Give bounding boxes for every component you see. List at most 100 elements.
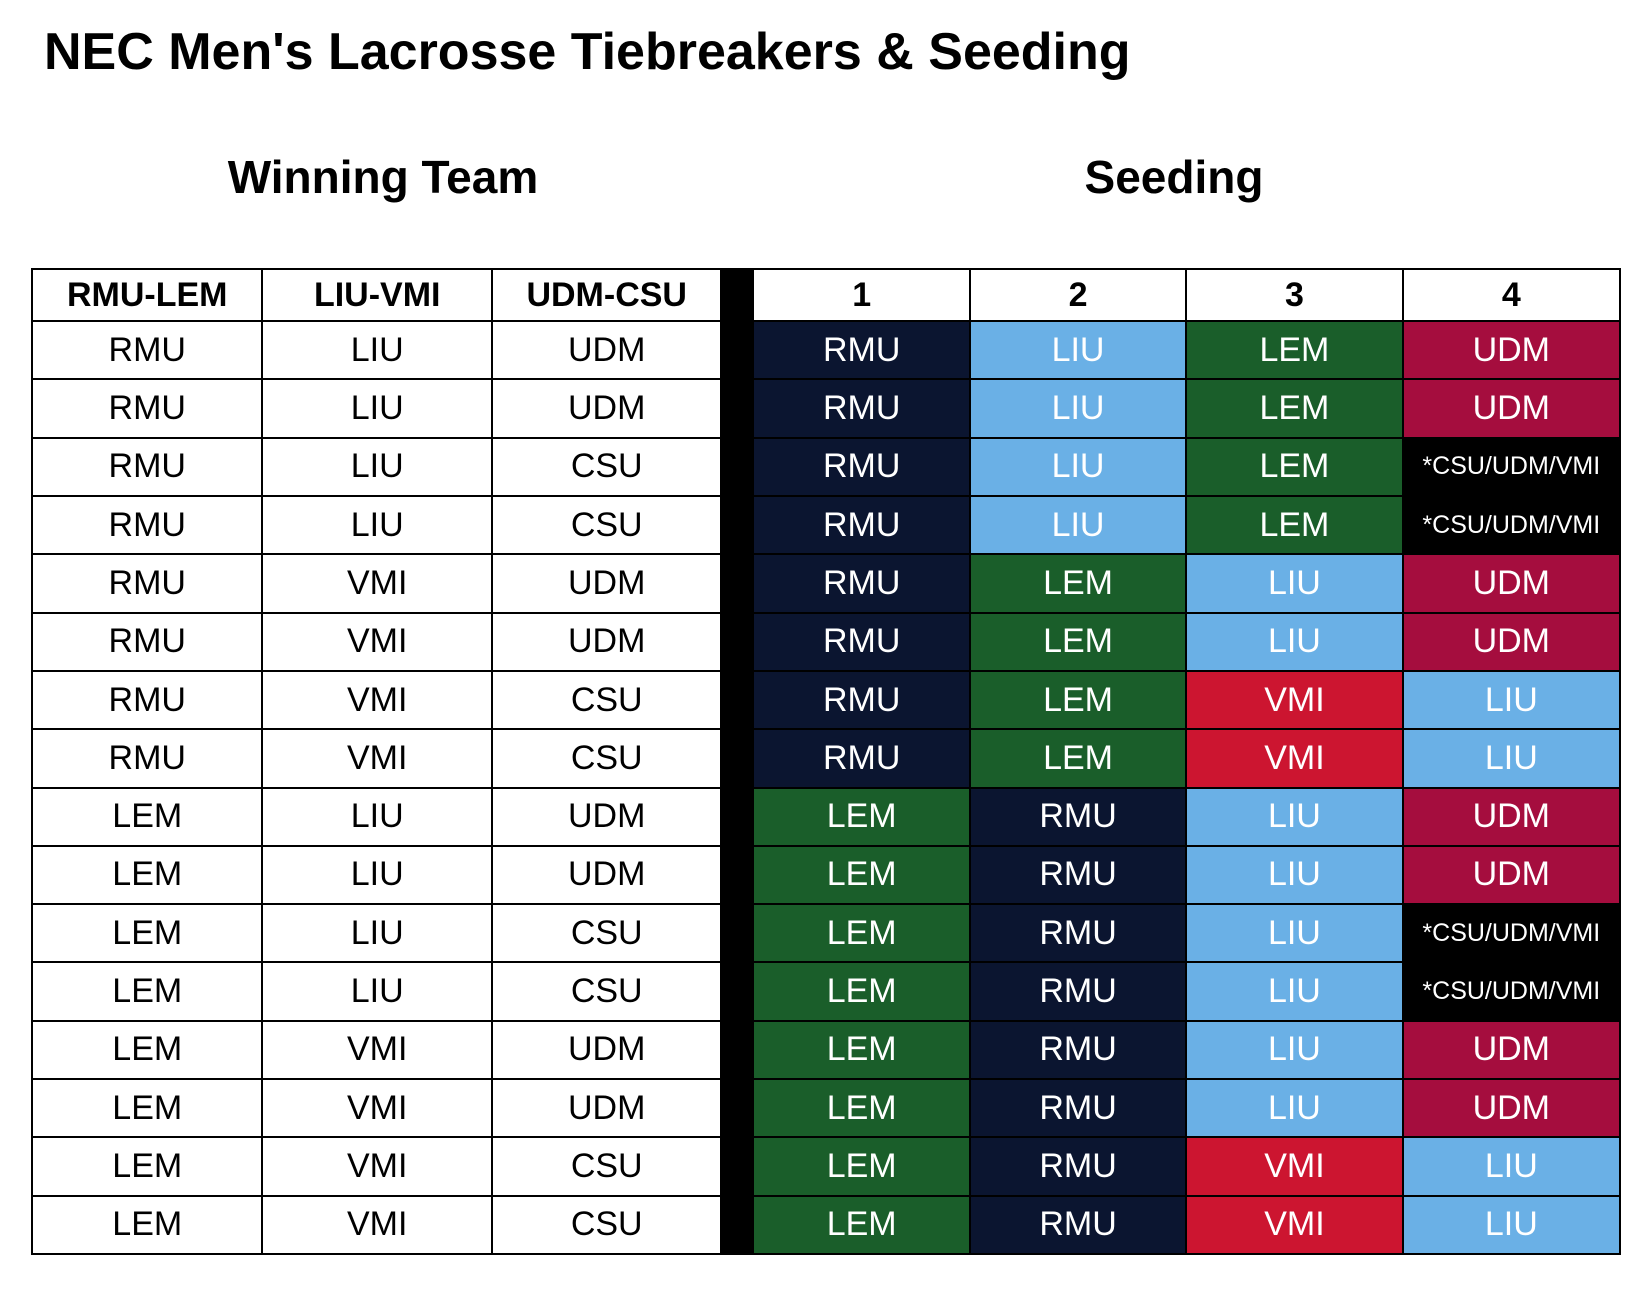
- winning-team-cell: LEM: [33, 1078, 264, 1139]
- table-row: LEM LIU CSU: [33, 961, 723, 1022]
- table-row: LEM VMI CSU: [33, 1194, 723, 1253]
- seed-cell: LEM: [752, 1194, 971, 1253]
- seed-cell: RMU: [968, 786, 1188, 847]
- seed-cell: LIU: [968, 378, 1188, 439]
- table-row: RMU VMI CSU: [33, 669, 723, 731]
- winning-team-cell: VMI: [261, 728, 493, 789]
- table-row: LEM RMU LIU UDM: [752, 844, 1619, 906]
- seed-cell: LEM: [968, 611, 1188, 672]
- winning-header-row: RMU-LEM LIU-VMI UDM-CSU: [33, 270, 723, 322]
- table-row: RMU LEM VMI LIU: [752, 728, 1619, 789]
- seed-cell: LEM: [968, 553, 1188, 614]
- seed-cell: RMU: [752, 728, 971, 789]
- seed-cell: LEM: [968, 669, 1188, 731]
- table-row: LEM RMU VMI LIU: [752, 1194, 1619, 1253]
- winning-team-cell: UDM: [490, 378, 723, 439]
- winning-team-cell: UDM: [490, 1078, 723, 1139]
- seed-cell: UDM: [1401, 1078, 1619, 1139]
- seed-cell: UDM: [1401, 844, 1619, 906]
- seed-cell: *CSU/UDM/VMI: [1401, 436, 1619, 497]
- winning-header-cell: RMU-LEM: [33, 270, 264, 322]
- table-row: RMU LIU LEM UDM: [752, 319, 1619, 381]
- winning-team-cell: CSU: [490, 728, 723, 789]
- seed-cell: RMU: [968, 844, 1188, 906]
- seed-cell: VMI: [1185, 669, 1404, 731]
- seed-cell: RMU: [752, 319, 971, 381]
- winning-header-cell: LIU-VMI: [261, 270, 493, 322]
- seed-cell: UDM: [1401, 553, 1619, 614]
- winning-team-cell: VMI: [261, 1136, 493, 1197]
- winning-team-cell: CSU: [490, 436, 723, 497]
- table-row: LEM LIU UDM: [33, 844, 723, 906]
- winning-team-cell: LIU: [261, 961, 493, 1022]
- seed-cell: LEM: [752, 961, 971, 1022]
- table-row: RMU VMI CSU: [33, 728, 723, 789]
- seed-cell: LEM: [752, 1078, 971, 1139]
- seed-cell: LIU: [968, 319, 1188, 381]
- seed-cell: LIU: [1185, 903, 1404, 964]
- table-row: RMU LEM LIU UDM: [752, 611, 1619, 672]
- seed-cell: LEM: [1185, 494, 1404, 556]
- winning-team-cell: VMI: [261, 611, 493, 672]
- winning-team-cell: CSU: [490, 494, 723, 556]
- winning-team-cell: CSU: [490, 961, 723, 1022]
- seed-cell: RMU: [752, 553, 971, 614]
- table-row: LEM RMU LIU UDM: [752, 1019, 1619, 1081]
- winning-team-cell: LEM: [33, 1019, 264, 1081]
- seed-cell: VMI: [1185, 1136, 1404, 1197]
- table-row: RMU LEM VMI LIU: [752, 669, 1619, 731]
- seed-cell: UDM: [1401, 786, 1619, 847]
- seed-cell: RMU: [968, 1194, 1188, 1253]
- table-row: LEM VMI CSU: [33, 1136, 723, 1197]
- winning-team-cell: LIU: [261, 903, 493, 964]
- table-row: RMU LIU UDM: [33, 378, 723, 439]
- seed-header-cell: 3: [1185, 270, 1404, 322]
- seed-cell: UDM: [1401, 378, 1619, 439]
- seed-cell: LEM: [752, 903, 971, 964]
- winning-team-cell: RMU: [33, 319, 264, 381]
- seed-cell: RMU: [752, 611, 971, 672]
- table-row: LEM VMI UDM: [33, 1019, 723, 1081]
- seed-cell: RMU: [968, 903, 1188, 964]
- seed-cell: UDM: [1401, 1019, 1619, 1081]
- winning-team-cell: VMI: [261, 553, 493, 614]
- winning-team-cell: LIU: [261, 436, 493, 497]
- seed-cell: LEM: [1185, 319, 1404, 381]
- seed-cell: *CSU/UDM/VMI: [1401, 903, 1619, 964]
- table-row: RMU LIU CSU: [33, 494, 723, 556]
- seed-cell: LIU: [1185, 844, 1404, 906]
- seed-cell: LEM: [752, 786, 971, 847]
- winning-team-cell: UDM: [490, 553, 723, 614]
- seed-cell: LIU: [1185, 1019, 1404, 1081]
- winning-team-cell: UDM: [490, 844, 723, 906]
- seed-cell: LIU: [1401, 1194, 1619, 1253]
- table-row: LEM RMU VMI LIU: [752, 1136, 1619, 1197]
- winning-team-cell: RMU: [33, 494, 264, 556]
- winning-team-cell: CSU: [490, 669, 723, 731]
- table-row: LEM RMU LIU UDM: [752, 786, 1619, 847]
- seed-cell: RMU: [752, 669, 971, 731]
- seed-cell: LIU: [1401, 728, 1619, 789]
- winning-team-cell: RMU: [33, 553, 264, 614]
- winning-team-cell: LIU: [261, 786, 493, 847]
- seed-cell: VMI: [1185, 728, 1404, 789]
- winning-team-cell: UDM: [490, 611, 723, 672]
- winning-team-cell: LIU: [261, 494, 493, 556]
- table-row: LEM LIU CSU: [33, 903, 723, 964]
- winning-team-cell: UDM: [490, 319, 723, 381]
- table-row: LEM RMU LIU UDM: [752, 1078, 1619, 1139]
- seed-cell: LIU: [1401, 1136, 1619, 1197]
- table-row: RMU VMI UDM: [33, 611, 723, 672]
- seed-cell: RMU: [968, 1078, 1188, 1139]
- seed-header-cell: 1: [752, 270, 971, 322]
- seed-cell: LIU: [1185, 611, 1404, 672]
- winning-team-cell: LIU: [261, 378, 493, 439]
- seed-cell: LIU: [1401, 669, 1619, 731]
- winning-team-cell: LIU: [261, 319, 493, 381]
- winning-team-cell: LEM: [33, 1194, 264, 1253]
- winning-team-cell: LEM: [33, 903, 264, 964]
- seeding-table: 1 2 3 4 RMU LIU LEM UDM RMU LIU LEM UDM RMU LIU LE…: [752, 270, 1619, 1253]
- seeding-header-row: 1 2 3 4: [752, 270, 1619, 322]
- seed-cell: LEM: [752, 1136, 971, 1197]
- seed-header-cell: 2: [968, 270, 1188, 322]
